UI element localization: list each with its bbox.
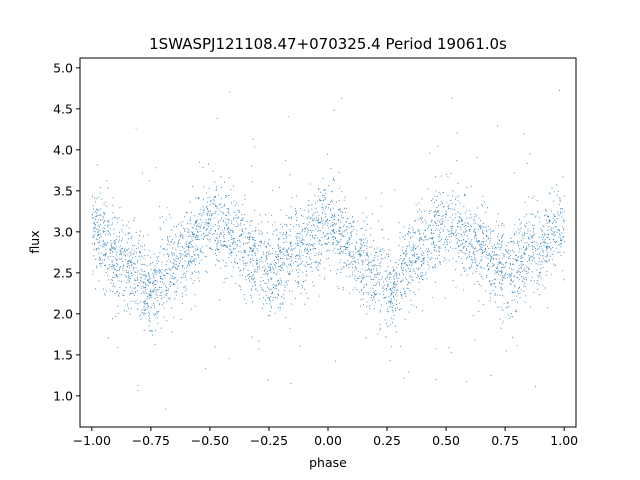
y-tick-label: 2.5 xyxy=(53,265,73,280)
y-tick-label: 3.0 xyxy=(53,224,73,239)
y-tick-label: 4.0 xyxy=(53,142,73,157)
x-tick-label: 0.25 xyxy=(373,433,401,448)
data-points xyxy=(91,90,566,410)
y-tick-label: 3.5 xyxy=(53,183,73,198)
y-tick-label: 4.5 xyxy=(53,101,73,116)
y-axis: 1.0 1.5 2.0 2.5 3.0 3.5 4.0 4.5 5.0 xyxy=(53,60,80,403)
chart-title: 1SWASPJ121108.47+070325.4 Period 19061.0… xyxy=(149,35,507,53)
scatter-point xyxy=(91,90,566,410)
y-tick-label: 1.0 xyxy=(53,388,73,403)
x-tick-label: 0.75 xyxy=(491,433,519,448)
x-tick-label: 0.00 xyxy=(314,433,342,448)
y-tick-label: 2.0 xyxy=(53,306,73,321)
y-axis-label: flux xyxy=(27,230,42,253)
y-tick-label: 5.0 xyxy=(53,60,73,75)
x-tick-label: −0.50 xyxy=(191,433,229,448)
x-axis: −1.00 −0.75 −0.50 −0.25 0.00 0.25 0.50 0.75 1.00 xyxy=(73,427,578,448)
x-tick-label: 0.50 xyxy=(432,433,460,448)
x-tick-label: 1.00 xyxy=(550,433,578,448)
x-tick-label: −0.25 xyxy=(250,433,288,448)
y-tick-label: 1.5 xyxy=(53,347,73,362)
x-axis-label: phase xyxy=(309,455,347,470)
x-tick-label: −1.00 xyxy=(73,433,111,448)
x-tick-label: −0.75 xyxy=(132,433,170,448)
